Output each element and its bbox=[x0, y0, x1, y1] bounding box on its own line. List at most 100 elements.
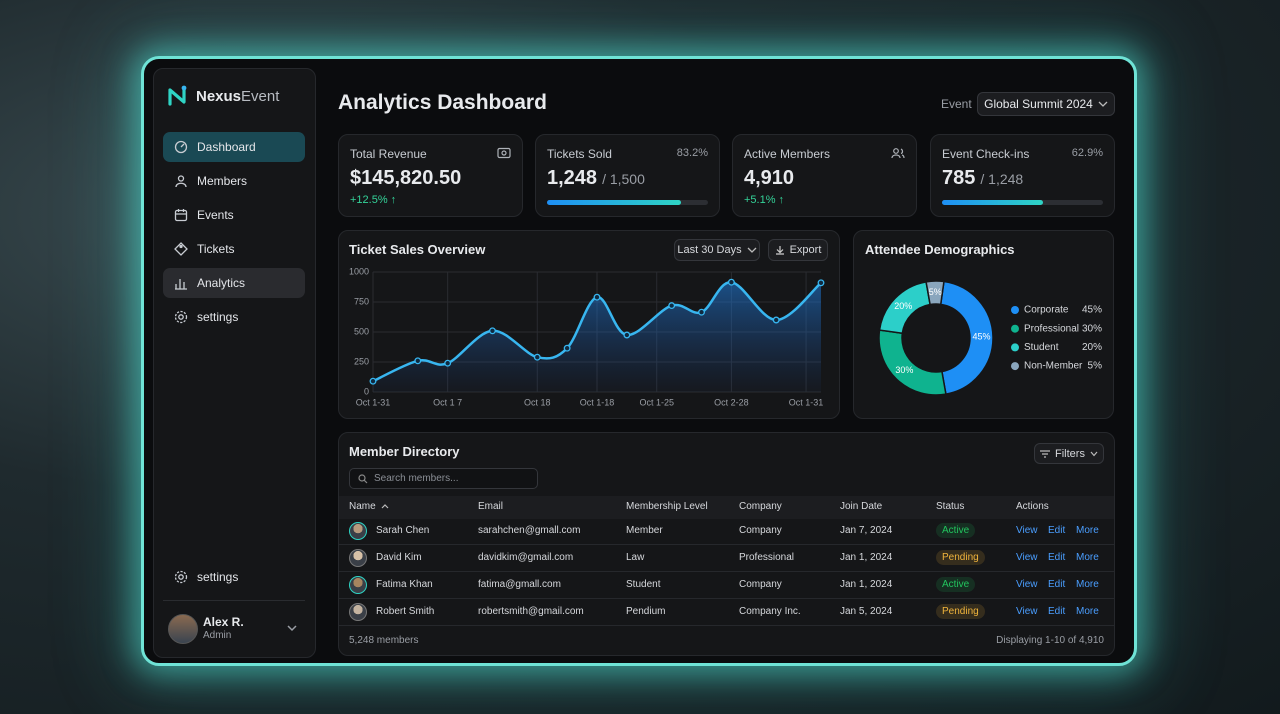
x-tick-label: Oct 2-28 bbox=[714, 397, 749, 407]
cell: Company Inc. bbox=[739, 606, 801, 617]
nav-icon bbox=[174, 570, 188, 584]
row-divider bbox=[339, 598, 1114, 599]
stat-value: 4,910 bbox=[744, 167, 794, 190]
stat-label: Total Revenue bbox=[350, 147, 427, 161]
event-select[interactable]: Global Summit 2024 bbox=[977, 92, 1115, 116]
action-link[interactable]: Edit bbox=[1048, 552, 1066, 563]
range-select[interactable]: Last 30 Days bbox=[674, 239, 760, 261]
nav-item[interactable]: Dashboard bbox=[163, 132, 305, 162]
x-tick-label: Oct 18 bbox=[524, 397, 551, 407]
progress-bar bbox=[547, 200, 681, 205]
nav-icon bbox=[174, 310, 188, 324]
cell: fatima@gmall.com bbox=[478, 579, 561, 590]
progress-track bbox=[942, 200, 1103, 205]
action-link[interactable]: More bbox=[1076, 579, 1099, 590]
sidebar bbox=[153, 68, 316, 658]
cell: sarahchen@gmall.com bbox=[478, 525, 581, 536]
logo-icon bbox=[168, 85, 187, 106]
nav-item[interactable]: settings bbox=[163, 562, 305, 592]
legend-value: 30% bbox=[1082, 323, 1102, 334]
user-menu-chevron[interactable] bbox=[286, 623, 298, 633]
nav-item[interactable]: Tickets bbox=[163, 234, 305, 264]
point bbox=[563, 344, 571, 352]
y-tick-label: 250 bbox=[354, 356, 369, 366]
nav-label: Events bbox=[197, 208, 234, 222]
search-box[interactable]: Search members... bbox=[349, 468, 538, 489]
slice-label: 5% bbox=[929, 287, 942, 297]
legend-swatch bbox=[1011, 306, 1019, 314]
nav-item[interactable]: Events bbox=[163, 200, 305, 230]
row-divider bbox=[339, 544, 1114, 545]
point bbox=[414, 357, 422, 365]
stat-percent: 62.9% bbox=[1071, 147, 1103, 159]
y-tick-label: 1000 bbox=[349, 266, 369, 276]
stat-card: Active Members 4,910 +5.1% ↑ bbox=[732, 134, 917, 217]
divider bbox=[163, 600, 305, 601]
row-divider bbox=[339, 625, 1114, 626]
stat-change: +12.5% ↑ bbox=[350, 194, 397, 206]
cell: Jan 5, 2024 bbox=[840, 606, 893, 617]
action-link[interactable]: View bbox=[1016, 525, 1038, 536]
table-title: Member Directory bbox=[349, 444, 460, 459]
member-count: 5,248 members bbox=[349, 635, 419, 646]
stat-icon bbox=[497, 147, 511, 159]
action-link[interactable]: View bbox=[1016, 579, 1038, 590]
stat-label: Tickets Sold bbox=[547, 147, 612, 161]
row-divider bbox=[339, 571, 1114, 572]
nav-label: settings bbox=[197, 310, 239, 324]
brand-name: Nexus bbox=[196, 88, 242, 105]
stat-change: +5.1% ↑ bbox=[744, 194, 785, 206]
nav-item[interactable]: Analytics bbox=[163, 268, 305, 298]
action-link[interactable]: View bbox=[1016, 552, 1038, 563]
legend-value: 5% bbox=[1088, 361, 1103, 372]
search-icon bbox=[358, 473, 368, 483]
action-link[interactable]: View bbox=[1016, 606, 1038, 617]
point bbox=[772, 316, 780, 324]
search-placeholder: Search members... bbox=[374, 473, 459, 484]
sort-icon[interactable] bbox=[381, 503, 389, 509]
status-pill: Pending bbox=[936, 604, 985, 619]
filters-label: Filters bbox=[1055, 447, 1085, 460]
action-link[interactable]: More bbox=[1076, 606, 1099, 617]
nav-item[interactable]: Members bbox=[163, 166, 305, 196]
stat-card: Tickets Sold 1,248/ 1,500 83.2% bbox=[535, 134, 720, 217]
chart-title: Attendee Demographics bbox=[865, 242, 1015, 257]
column-header: Actions bbox=[1016, 501, 1049, 512]
donut-chart: 45%Corporate 45%30%Professional 30%20%Stud… bbox=[878, 280, 1103, 396]
stat-percent: 83.2% bbox=[676, 147, 708, 159]
column-header: Join Date bbox=[840, 501, 883, 512]
download-icon bbox=[775, 246, 784, 255]
cell: Jan 7, 2024 bbox=[840, 525, 893, 536]
progress-bar bbox=[942, 200, 1044, 205]
nav-icon bbox=[175, 279, 187, 290]
member-avatar bbox=[349, 576, 367, 594]
nav-icon bbox=[174, 242, 188, 256]
stat-number: $145,820.50 bbox=[350, 167, 462, 189]
nav-item[interactable]: settings bbox=[163, 302, 305, 332]
legend-swatch bbox=[1011, 324, 1019, 333]
member-avatar bbox=[349, 549, 367, 567]
action-link[interactable]: Edit bbox=[1048, 606, 1066, 617]
donut-slice bbox=[939, 280, 994, 396]
status-pill: Active bbox=[936, 523, 976, 538]
stat-value: 1,248/ 1,500 bbox=[547, 167, 645, 190]
cell: David Kim bbox=[376, 552, 422, 563]
nav-label: Tickets bbox=[197, 242, 235, 256]
progress-track bbox=[547, 200, 708, 205]
point bbox=[817, 279, 825, 287]
export-button[interactable]: Export bbox=[768, 239, 828, 261]
action-link[interactable]: Edit bbox=[1048, 525, 1066, 536]
action-link[interactable]: Edit bbox=[1048, 579, 1066, 590]
filters-button[interactable]: Filters bbox=[1034, 443, 1104, 464]
nav-icon bbox=[174, 140, 188, 154]
point bbox=[698, 308, 705, 316]
line-chart: 0 250 500 750 1000 Oct 1-31 Oct 1 7 Oct 18 Oct 1… bbox=[349, 266, 825, 407]
cell: Sarah Chen bbox=[376, 525, 430, 536]
action-link[interactable]: More bbox=[1076, 552, 1099, 563]
action-link[interactable]: More bbox=[1076, 525, 1099, 536]
user-avatar bbox=[168, 614, 198, 644]
nav-label: Dashboard bbox=[197, 140, 256, 154]
chevron bbox=[1090, 451, 1098, 456]
stat-value: 785/ 1,248 bbox=[942, 167, 1023, 190]
donut-slice bbox=[878, 329, 947, 396]
